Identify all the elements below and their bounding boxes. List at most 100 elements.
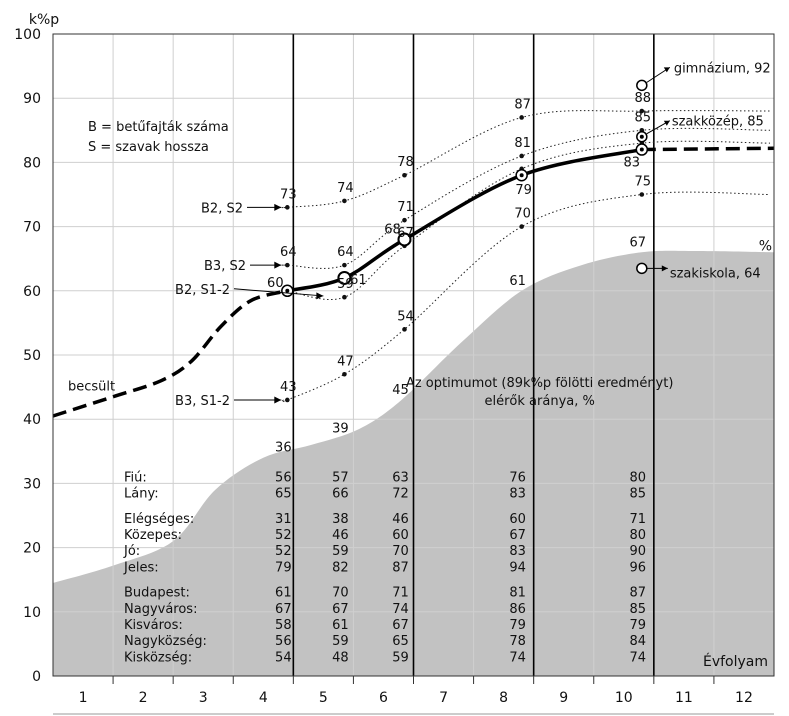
- area-description-label: Az optimumot (89k%p fölötti eredményt): [406, 376, 674, 391]
- table-cell: 52: [275, 544, 292, 559]
- y-unit-label: k%p: [29, 12, 59, 28]
- school-type-label: gimnázium, 92: [674, 61, 771, 76]
- grid-layer: [53, 33, 774, 677]
- y-tick-label: 0: [32, 669, 41, 685]
- table-cell: 48: [332, 650, 349, 665]
- table-cell: 52: [275, 528, 292, 543]
- table-cell: 67: [509, 528, 526, 543]
- area-data-label: 61: [509, 274, 526, 289]
- table-cell: 86: [509, 602, 526, 617]
- subgroup-point: [519, 153, 524, 159]
- y-right-unit-label: %: [759, 238, 772, 254]
- subgroup-point: [342, 262, 347, 268]
- x-axis-label: Évfolyam: [703, 653, 768, 670]
- table-cell: 87: [392, 560, 409, 575]
- table-cell: 59: [332, 634, 349, 649]
- table-cell: 67: [275, 602, 292, 617]
- table-cell: 71: [392, 586, 409, 601]
- area-description-label: elérők aránya, %: [484, 394, 594, 409]
- label-layer: 73 74 78 87 88 64 64 71 81 85 59 67 43 47 54 70 75 60 61 68…: [68, 61, 771, 455]
- x-tick-label: 3: [199, 690, 208, 706]
- subgroup-point: [519, 115, 524, 120]
- subgroup-data-label: 75: [635, 175, 652, 190]
- main-data-label: 60: [267, 276, 284, 291]
- table-cell: 96: [630, 560, 647, 575]
- main-point-center: [519, 173, 524, 178]
- table-cell: 74: [509, 650, 526, 665]
- subgroup-point: [639, 192, 645, 197]
- subgroup-point: [342, 371, 347, 377]
- main-data-label: 83: [624, 156, 641, 171]
- subgroup-data-label: 54: [397, 309, 414, 324]
- subgroup-line: [281, 110, 771, 209]
- table-cell: 46: [332, 528, 349, 543]
- subgroup-arrowhead: [274, 261, 282, 269]
- x-tick-label: 8: [499, 690, 508, 706]
- subgroup-arrowhead: [274, 396, 282, 404]
- table-cell: 84: [630, 634, 647, 649]
- subgroup-point: [342, 294, 347, 300]
- table-cell: 74: [630, 650, 647, 665]
- table-cell: 59: [332, 544, 349, 559]
- table-row-label: Jó:: [123, 544, 140, 559]
- table-row-label: Elégséges:: [124, 512, 194, 527]
- subgroup-name-label: B2, S2: [201, 201, 243, 216]
- school-type-point: [636, 79, 648, 92]
- table-row-label: Budapest:: [124, 586, 190, 601]
- subgroup-name-label: B2, S1-2: [175, 283, 230, 298]
- subgroup-line: [281, 127, 771, 269]
- school-type-label: szakközép, 85: [672, 115, 764, 130]
- x-tick-label: 5: [319, 690, 328, 706]
- table-cell: 63: [392, 470, 409, 485]
- subgroup-point: [402, 327, 407, 332]
- table-row-label: Nagyváros:: [124, 602, 197, 617]
- table-cell: 80: [630, 528, 647, 543]
- table-row-label: Nagyközség:: [124, 634, 207, 649]
- subgroup-point: [519, 224, 524, 229]
- table-cell: 31: [275, 512, 292, 527]
- subgroup-point: [402, 172, 407, 178]
- table-cell: 56: [275, 470, 292, 485]
- table-cell: 85: [630, 602, 647, 617]
- table-cell: 54: [275, 650, 292, 665]
- y-tick-label: 90: [23, 91, 41, 107]
- table-cell: 59: [392, 650, 409, 665]
- table-cell: 79: [630, 618, 647, 633]
- subgroup-data-label: 70: [514, 207, 531, 222]
- x-tick-label: 7: [439, 690, 448, 706]
- table-cell: 60: [509, 512, 526, 527]
- table-cell: 67: [392, 618, 409, 633]
- table-row-label: Kisközség:: [124, 650, 192, 665]
- subgroup-point: [285, 205, 290, 210]
- legend-text: S = szavak hossza: [88, 140, 209, 155]
- x-tick-label: 2: [139, 690, 148, 706]
- legend-text: B = betűfajták száma: [88, 120, 229, 135]
- y-tick-label: 100: [14, 27, 41, 43]
- main-point-center: [285, 288, 290, 293]
- subgroup-data-label: 64: [280, 245, 297, 260]
- table-row-label: Jeles:: [123, 560, 159, 575]
- table-cell: 76: [509, 470, 526, 485]
- subgroup-data-label: 88: [635, 91, 652, 106]
- subgroup-data-label: 59: [337, 277, 354, 292]
- school-type-point-center: [639, 134, 644, 139]
- y-tick-label: 80: [23, 155, 41, 171]
- table-row-label: Fiú:: [124, 470, 147, 485]
- table-cell: 72: [392, 487, 409, 502]
- school-type-arrowhead: [663, 120, 670, 126]
- subgroup-data-label: 73: [280, 187, 297, 202]
- series-layer: [52, 79, 775, 418]
- subgroup-data-label: 67: [397, 226, 414, 241]
- table-cell: 61: [332, 618, 349, 633]
- table-row-label: Kisváros:: [124, 618, 183, 633]
- subgroup-name-label: B3, S2: [204, 259, 246, 274]
- table-cell: 70: [332, 586, 349, 601]
- table-cell: 46: [392, 512, 409, 527]
- school-type-point: [636, 262, 648, 275]
- table-cell: 83: [509, 544, 526, 559]
- x-tick-label: 11: [675, 690, 693, 706]
- subgroup-point: [402, 217, 407, 223]
- main-data-label: 79: [515, 183, 532, 198]
